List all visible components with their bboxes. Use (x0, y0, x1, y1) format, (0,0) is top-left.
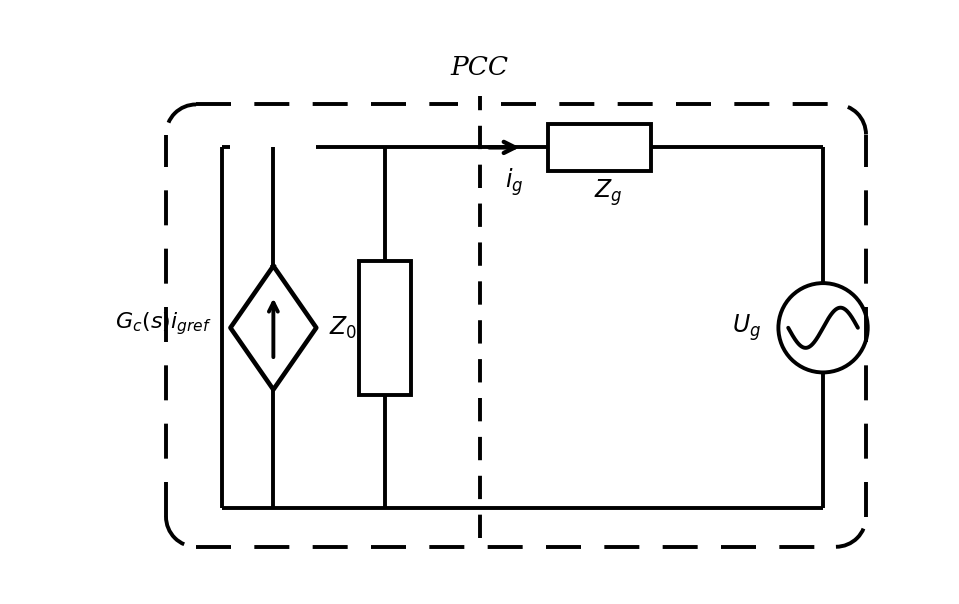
Text: PCC: PCC (451, 56, 508, 80)
Text: $Z_g$: $Z_g$ (594, 178, 622, 208)
Text: $i_g$: $i_g$ (504, 166, 523, 198)
Bar (360, 261, 410, 395)
Text: $G_c(s)i_{gref}$: $G_c(s)i_{gref}$ (115, 310, 212, 337)
Bar (549, 124, 651, 170)
Text: $Z_0$: $Z_0$ (329, 315, 358, 341)
Text: $U_g$: $U_g$ (732, 312, 761, 343)
